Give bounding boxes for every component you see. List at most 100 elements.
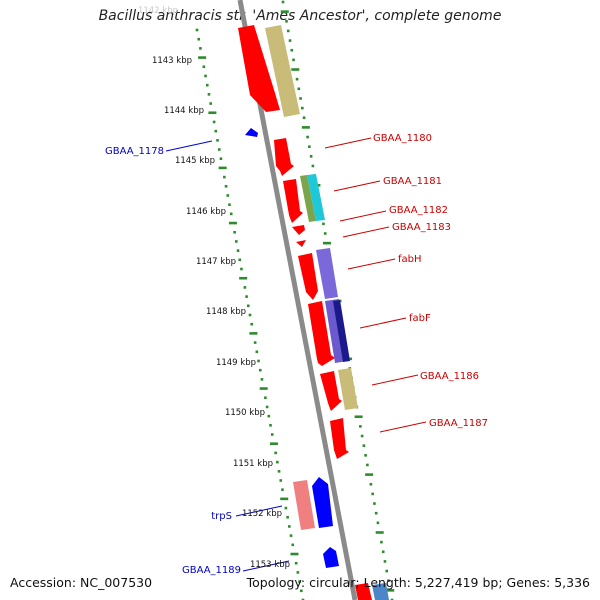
outer-ring-minor-tick bbox=[362, 444, 366, 447]
outer-ring-major-tick bbox=[386, 589, 395, 592]
outer-ring-minor-tick bbox=[376, 521, 380, 525]
outer-ring-minor-tick bbox=[306, 135, 309, 139]
gene-arrow-gbaa-1181[interactable] bbox=[283, 179, 303, 223]
label-line-gbaa-1182 bbox=[339, 210, 387, 222]
inner-ring-minor-tick bbox=[286, 515, 289, 519]
outer-ring-major-tick bbox=[354, 415, 363, 419]
gene-arrow-gbaa-1187[interactable] bbox=[330, 418, 349, 459]
inner-ring-minor-tick bbox=[277, 469, 281, 473]
inner-ring-minor-tick bbox=[235, 240, 238, 243]
inner-ring-minor-tick bbox=[284, 506, 288, 510]
outer-ring-minor-tick bbox=[292, 58, 295, 62]
gene-arrow-gbaa-1178[interactable] bbox=[245, 128, 258, 137]
inner-ring-minor-tick bbox=[240, 267, 243, 271]
outer-ring-major-tick bbox=[365, 473, 374, 476]
inner-ring-major-tick bbox=[280, 497, 289, 501]
gene-arrow-gbaa-1182[interactable] bbox=[292, 225, 305, 235]
inner-ring-minor-tick bbox=[270, 433, 274, 436]
inner-ring-minor-tick bbox=[248, 313, 252, 317]
label-line-gbaa-1189 bbox=[242, 560, 290, 572]
outer-ring-minor-tick bbox=[374, 511, 378, 515]
inner-ring-minor-tick bbox=[238, 258, 242, 262]
gene-label-trps[interactable]: trpS bbox=[211, 511, 232, 522]
outer-ring-minor-tick bbox=[281, 0, 285, 4]
feature-block-tan-top bbox=[265, 25, 300, 117]
inner-ring-minor-tick bbox=[265, 405, 269, 409]
gene-arrow-gbaa-1186[interactable] bbox=[320, 371, 342, 411]
outer-ring-major-tick bbox=[291, 68, 300, 71]
inner-ring-minor-tick bbox=[195, 28, 199, 32]
feature-block-navy-fabf bbox=[333, 300, 350, 362]
inner-ring-major-tick bbox=[208, 111, 217, 115]
inner-ring-minor-tick bbox=[207, 93, 211, 96]
gene-label-gbaa-1182[interactable]: GBAA_1182 bbox=[389, 205, 448, 216]
inner-ring-minor-tick bbox=[212, 120, 216, 124]
tick-label-1150: 1150 kbp bbox=[225, 408, 265, 418]
inner-ring-minor-tick bbox=[257, 359, 260, 363]
inner-ring-minor-tick bbox=[202, 65, 206, 69]
tick-label-1151: 1151 kbp bbox=[233, 459, 273, 469]
gene-arrow-gbaa-1189[interactable] bbox=[323, 547, 339, 568]
inner-ring-major-tick bbox=[239, 276, 248, 280]
outer-ring-minor-tick bbox=[373, 502, 376, 505]
gene-label-gbaa-1189[interactable]: GBAA_1189 bbox=[182, 565, 241, 576]
tick-label-1146: 1146 kbp bbox=[186, 207, 226, 217]
outer-ring-minor-tick bbox=[390, 598, 394, 600]
outer-ring-minor-tick bbox=[322, 222, 325, 226]
tick-label-1144: 1144 kbp bbox=[164, 106, 204, 116]
inner-ring-minor-tick bbox=[209, 102, 212, 105]
inner-ring-major-tick bbox=[228, 221, 237, 225]
gene-arrow-trps[interactable] bbox=[312, 477, 333, 528]
feature-block-purple-fabh bbox=[316, 248, 338, 299]
inner-ring-major-tick bbox=[218, 166, 227, 170]
inner-ring-minor-tick bbox=[299, 589, 303, 593]
gene-arrow-top-cds[interactable] bbox=[238, 25, 280, 112]
inner-ring-minor-tick bbox=[291, 543, 295, 547]
outer-ring-minor-tick bbox=[286, 29, 290, 33]
outer-ring-minor-tick bbox=[297, 87, 301, 91]
inner-ring-minor-tick bbox=[253, 341, 257, 344]
gene-label-fabh[interactable]: fabH bbox=[398, 254, 422, 265]
label-line-fabf bbox=[359, 317, 407, 329]
inner-ring-minor-tick bbox=[288, 525, 291, 528]
gene-label-gbaa-1181[interactable]: GBAA_1181 bbox=[383, 176, 442, 187]
outer-ring-minor-tick bbox=[366, 463, 369, 467]
inner-ring-minor-tick bbox=[199, 47, 202, 50]
inner-ring-minor-tick bbox=[204, 74, 207, 78]
gene-arrow-fabf[interactable] bbox=[308, 301, 335, 366]
gene-arrow-gbaa-1183[interactable] bbox=[296, 240, 306, 247]
genome-stats-text: Topology: circular; Length: 5,227,419 bp… bbox=[246, 575, 590, 590]
feature-block-tan-gbaa-1186 bbox=[338, 368, 358, 410]
inner-ring-minor-tick bbox=[224, 184, 228, 188]
gene-label-gbaa-1180[interactable]: GBAA_1180 bbox=[373, 133, 432, 144]
outer-ring-minor-tick bbox=[302, 116, 306, 120]
inner-ring-minor-tick bbox=[264, 396, 267, 400]
gene-label-fabf[interactable]: fabF bbox=[409, 313, 431, 324]
outer-ring-major-tick bbox=[322, 241, 331, 245]
inner-ring-minor-tick bbox=[301, 598, 305, 600]
inner-ring-minor-tick bbox=[246, 304, 250, 308]
label-line-gbaa-1187 bbox=[379, 421, 427, 433]
gene-label-gbaa-1186[interactable]: GBAA_1186 bbox=[420, 371, 479, 382]
label-line-gbaa-1181 bbox=[333, 180, 381, 192]
outer-ring-major-tick bbox=[301, 126, 310, 129]
gene-arrow-fabh[interactable] bbox=[298, 253, 318, 300]
inner-ring-minor-tick bbox=[269, 424, 272, 427]
inner-ring-minor-tick bbox=[236, 249, 240, 252]
inner-tick-ring bbox=[195, 28, 305, 600]
gene-label-gbaa-1187[interactable]: GBAA_1187 bbox=[429, 418, 488, 429]
inner-ring-minor-tick bbox=[219, 157, 223, 161]
inner-ring-major-tick bbox=[269, 442, 278, 446]
outer-ring-minor-tick bbox=[369, 482, 373, 486]
outer-ring-minor-tick bbox=[381, 550, 385, 554]
gene-label-gbaa-1183[interactable]: GBAA_1183 bbox=[392, 222, 451, 233]
inner-ring-major-tick bbox=[259, 387, 268, 390]
gene-label-gbaa-1178[interactable]: GBAA_1178 bbox=[105, 146, 164, 157]
outer-ring-minor-tick bbox=[301, 106, 304, 110]
gene-arrow-gbaa-1180[interactable] bbox=[274, 138, 294, 176]
label-line-fabh bbox=[347, 258, 396, 270]
inner-ring-minor-tick bbox=[289, 534, 293, 537]
outer-ring-minor-tick bbox=[383, 560, 387, 563]
tick-label-1152: 1152 kbp bbox=[242, 509, 282, 519]
